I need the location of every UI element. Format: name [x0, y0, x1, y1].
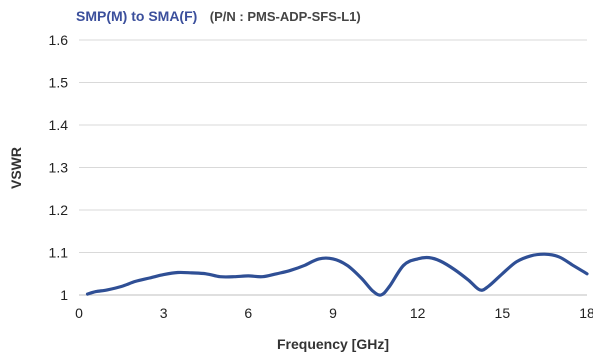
y-tick-label: 1.6: [49, 32, 69, 48]
vswr-series-line: [85, 252, 589, 297]
chart-title: SMP(M) to SMA(F) (P/N : PMS-ADP-SFS-L1): [76, 8, 361, 25]
y-tick-label: 1.1: [49, 245, 69, 261]
grid-lines: [79, 39, 587, 253]
y-tick-label: 1: [60, 287, 68, 303]
x-tick-label: 0: [75, 305, 83, 321]
y-tick-label: 1.5: [49, 75, 69, 91]
y-tick-label: 1.2: [49, 202, 69, 218]
y-tick-label: 1.4: [49, 117, 69, 133]
x-tick-label: 3: [160, 305, 168, 321]
x-tick-label: 15: [495, 305, 511, 321]
y-axis-label: VSWR: [8, 147, 24, 189]
x-tick-label: 9: [329, 305, 337, 321]
chart-title-part-number: (P/N : PMS-ADP-SFS-L1): [210, 9, 361, 24]
chart-title-main: SMP(M) to SMA(F): [76, 8, 197, 24]
x-tick-labels: 0 3 6 9 12 15 18: [75, 305, 593, 321]
series-layer: [85, 252, 589, 297]
x-tick-label: 6: [244, 305, 252, 321]
x-tick-label: 12: [410, 305, 426, 321]
y-tick-labels: 1 1.1 1.2 1.3 1.4 1.5 1.6: [49, 32, 69, 303]
x-tick-label: 18: [579, 305, 593, 321]
y-tick-label: 1.3: [49, 160, 69, 176]
x-axis-label: Frequency [GHz]: [277, 336, 389, 352]
